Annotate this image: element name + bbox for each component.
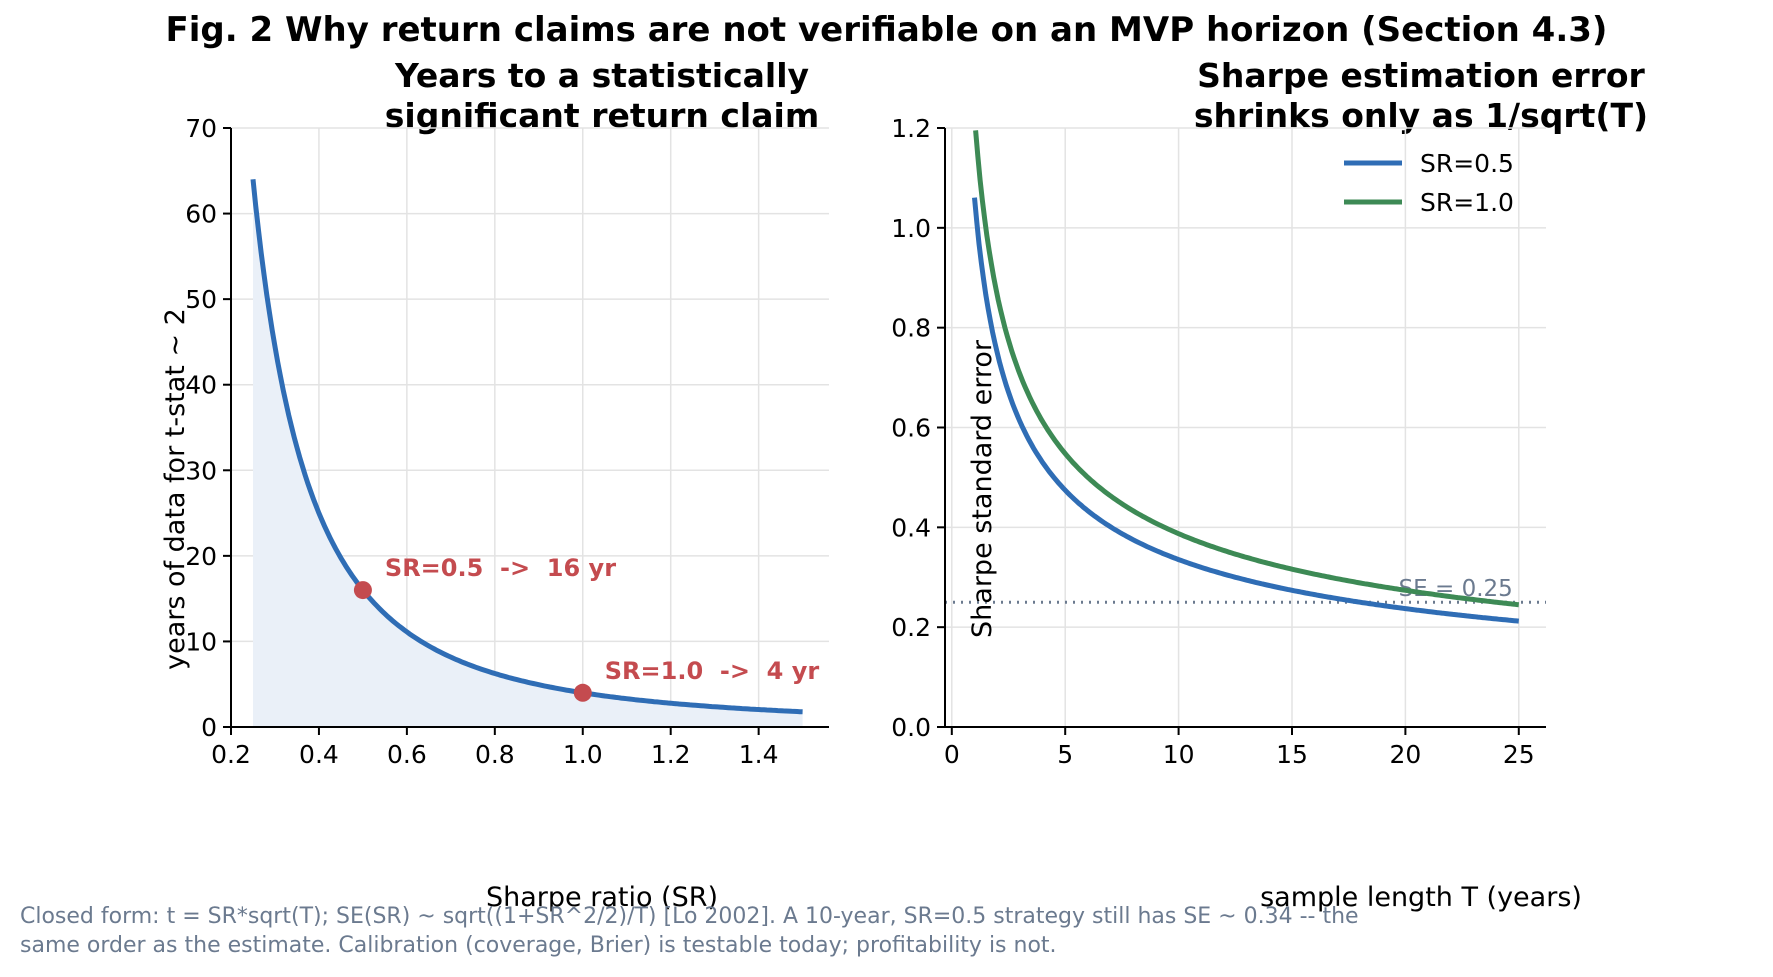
left-chart-panel: Years to a statistically significant ret… [160,56,829,913]
right-chart-x-axis-label: sample length T (years) [1260,882,1582,913]
right-chart-x-tick-label: 0 [944,740,960,769]
left-chart-ticks: 0.2 0.4 0.6 0.8 1.0 1.2 1.4 0 10 20 30 40 50 60 70 [185,114,778,769]
right-chart-y-axis-label: Sharpe standard error [967,339,998,638]
right-chart-ticks: 0 5 10 15 20 25 0.0 0.2 0.4 0.6 0.8 1.0 1.2 [891,114,1534,769]
left-chart-x-tick-label: 1.0 [563,740,603,769]
right-chart-panel: Sharpe estimation error shrinks only as … [891,56,1648,913]
highlight-point-label: SR=1.0 -> 4 yr [605,657,820,685]
right-chart-x-tick-label: 25 [1503,740,1535,769]
left-chart-markers: SR=0.5 -> 16 yr SR=1.0 -> 4 yr [353,554,820,702]
series-line-sr-1-0 [973,130,1520,608]
left-chart-y-tick-label: 0 [201,713,217,742]
right-chart-y-tick-label: 0.8 [891,314,931,343]
right-chart-x-tick-label: 10 [1163,740,1195,769]
highlight-point-label: SR=0.5 -> 16 yr [385,554,616,582]
left-chart-curve [250,179,803,715]
right-chart-title-line-2: shrinks only as 1/sqrt(T) [1194,96,1648,135]
left-chart-y-tick-label: 40 [185,371,217,400]
right-chart-y-tick-label: 0.4 [891,513,931,542]
left-chart-area-fill [253,179,803,728]
right-chart-title-line-1: Sharpe estimation error [1197,56,1645,95]
left-chart-title-line-2: significant return claim [385,96,819,135]
left-chart-y-tick-label: 60 [185,200,217,229]
left-chart-x-tick-label: 1.4 [739,740,779,769]
left-chart-y-tick-label: 70 [185,114,217,143]
left-chart-x-tick-label: 0.6 [387,740,427,769]
right-chart-y-tick-label: 1.2 [891,114,931,143]
right-chart-grid [945,127,1546,728]
left-chart-y-tick-label: 30 [185,456,217,485]
left-chart-axes [230,128,829,728]
right-chart-y-tick-label: 0.6 [891,414,931,443]
figure-caption: Closed form: t = SR*sqrt(T); SE(SR) ~ sq… [20,904,1359,958]
left-chart-y-tick-label: 50 [185,285,217,314]
right-chart-x-tick-label: 15 [1276,740,1308,769]
highlight-point [353,581,372,600]
right-chart-y-tick-label: 0.0 [891,713,931,742]
left-chart-y-axis-label: years of data for t-stat ~ 2 [160,308,191,670]
right-chart-series [972,130,1520,624]
right-chart-x-tick-label: 20 [1389,740,1421,769]
right-chart-y-tick-label: 0.2 [891,613,931,642]
left-chart-x-tick-label: 0.4 [299,740,339,769]
left-chart-title-line-1: Years to a statistically [394,56,809,95]
legend: SR=0.5 SR=1.0 [1344,149,1514,217]
left-chart-x-tick-label: 0.2 [211,740,251,769]
legend-label: SR=1.0 [1420,188,1514,217]
highlight-point [573,683,592,702]
series-line-sr-0-5 [972,197,1520,624]
left-chart-x-tick-label: 1.2 [651,740,691,769]
figure-title: Fig. 2 Why return claims are not verifia… [165,10,1608,50]
left-chart-x-axis-label: Sharpe ratio (SR) [486,882,718,913]
right-chart-y-tick-label: 1.0 [891,214,931,243]
left-chart-y-tick-label: 20 [185,542,217,571]
left-chart-x-tick-label: 0.8 [475,740,515,769]
left-chart-y-tick-label: 10 [185,627,217,656]
legend-label: SR=0.5 [1420,149,1514,178]
right-chart-x-tick-label: 5 [1057,740,1073,769]
